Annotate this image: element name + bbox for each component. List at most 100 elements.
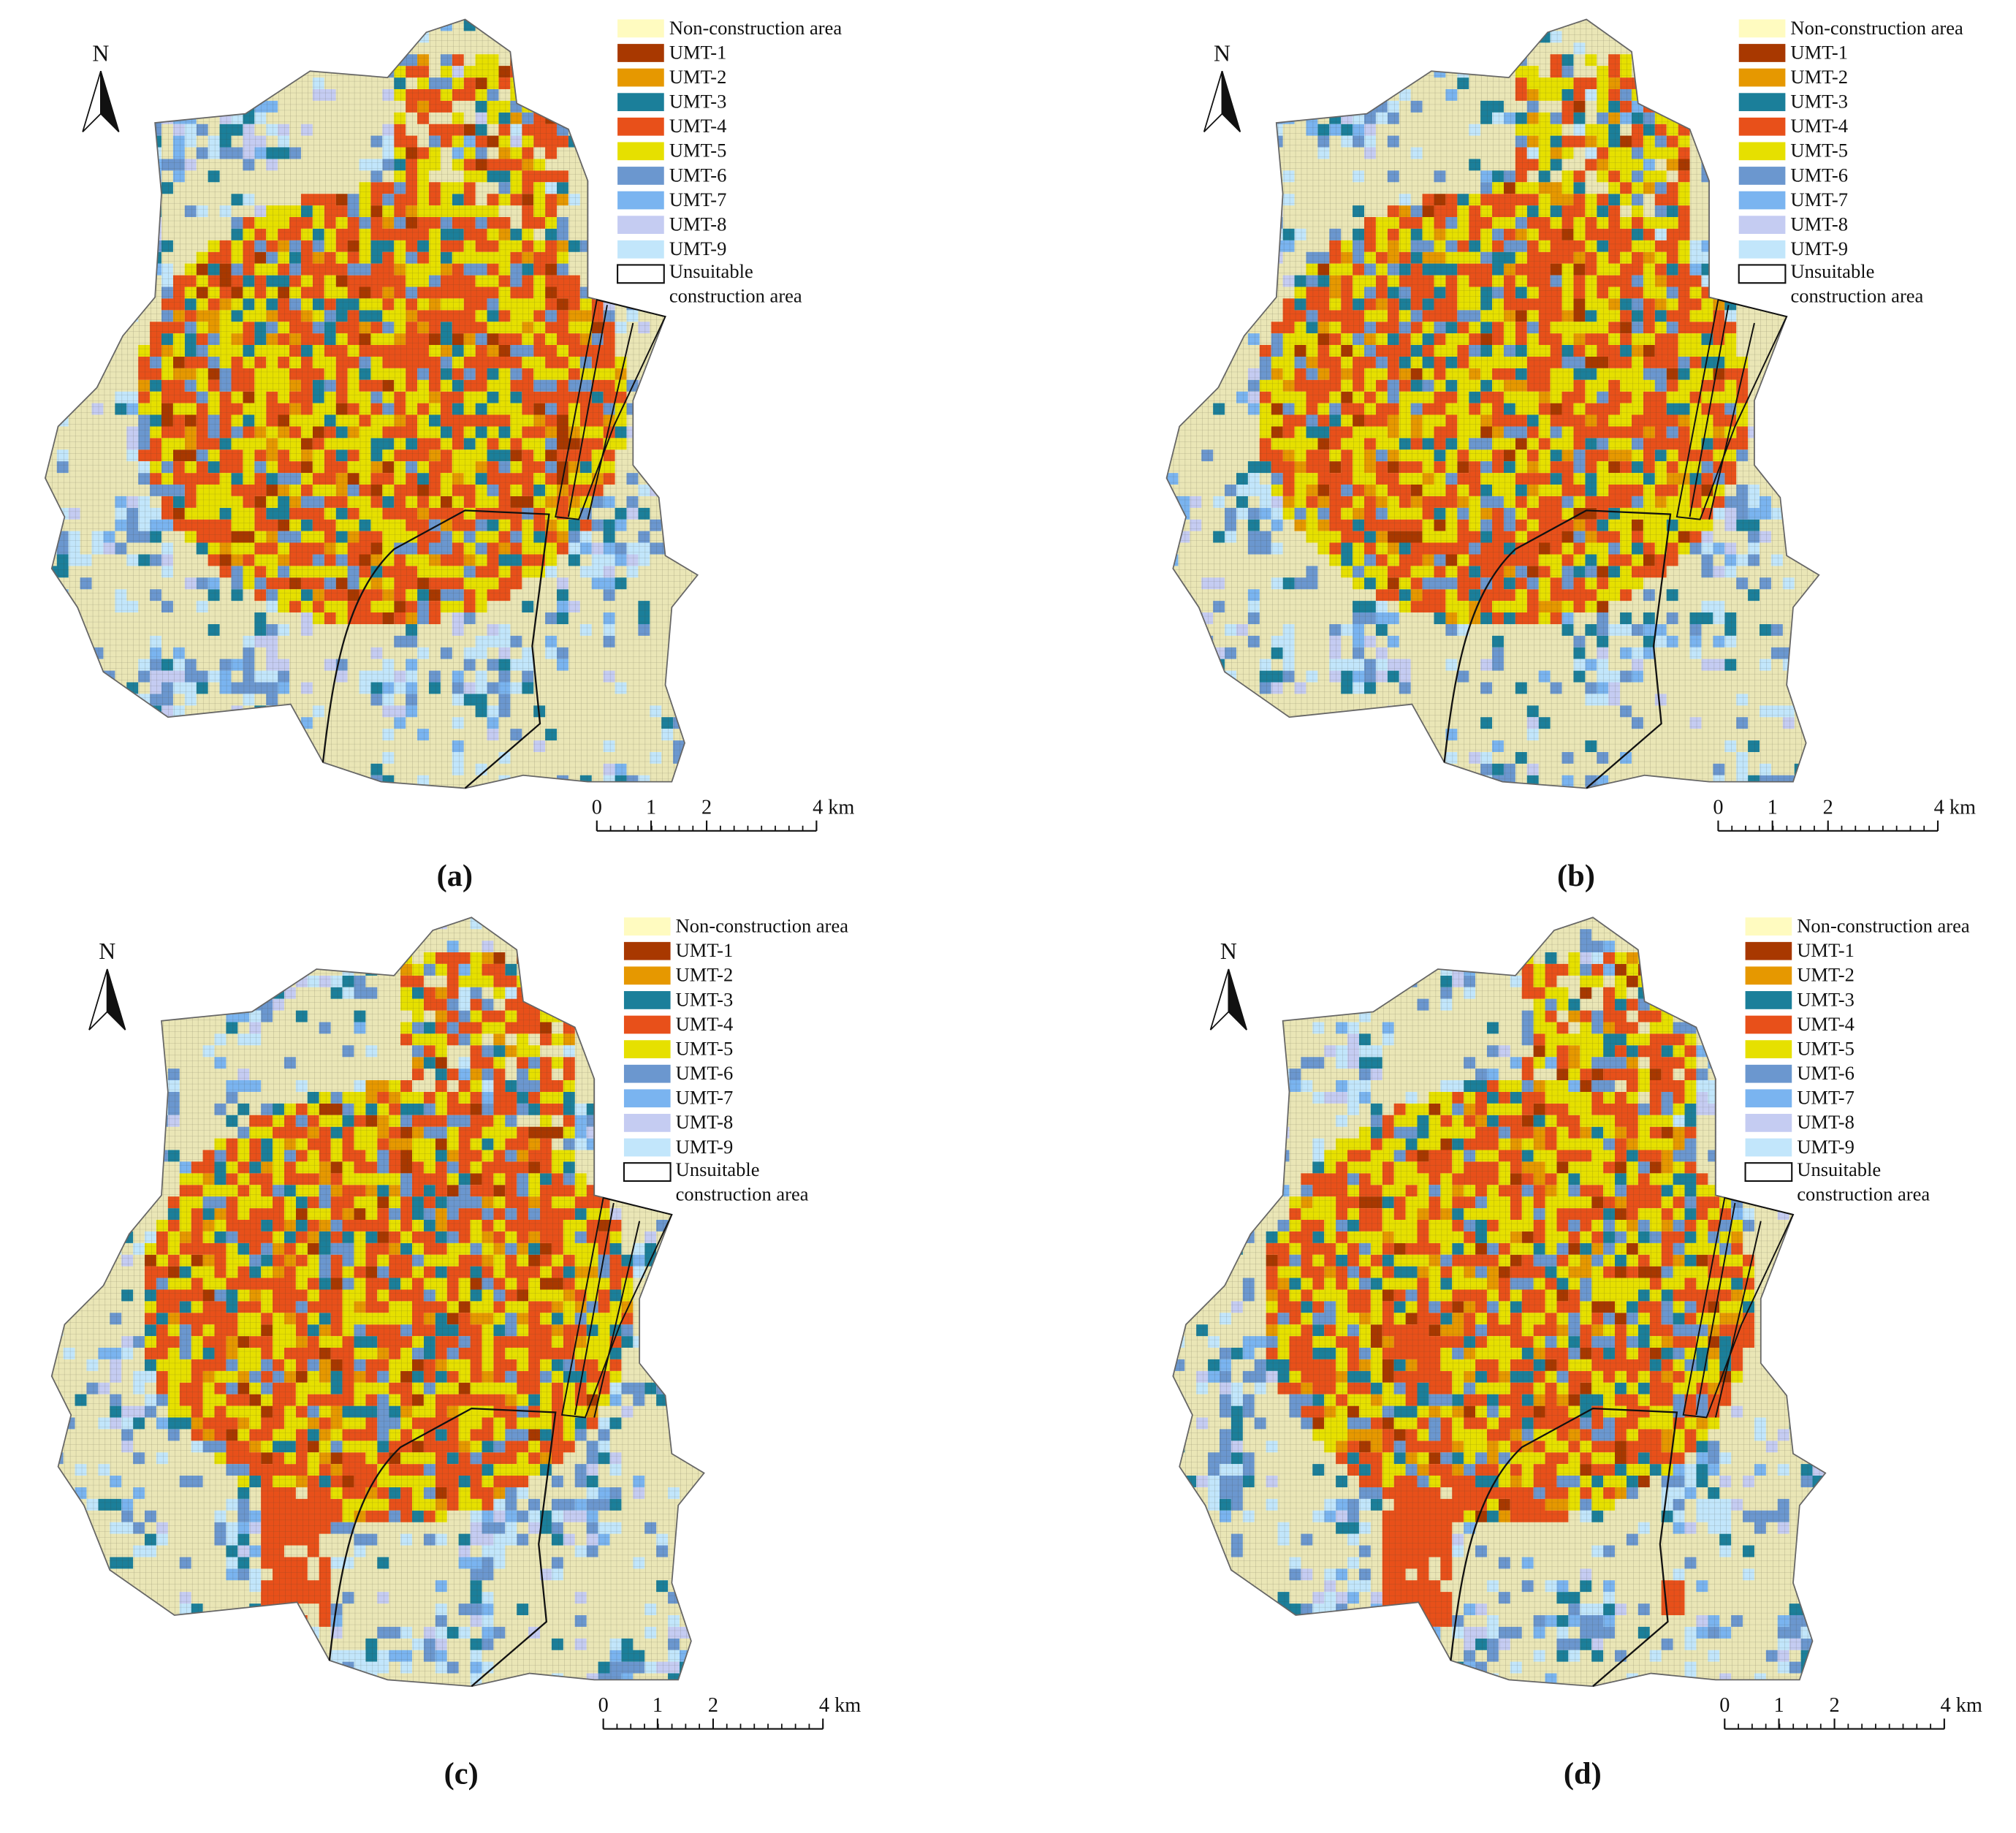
legend-swatch (1738, 19, 1786, 38)
legend-swatch (1738, 68, 1786, 87)
legend-swatch (623, 991, 671, 1009)
legend-swatch (617, 44, 664, 62)
legend-label: UMT-5 (1797, 1037, 1855, 1059)
map (1173, 917, 1826, 1687)
legend-label: UMT-9 (1790, 238, 1848, 259)
legend-swatch (623, 917, 671, 936)
legend-label: UMT-1 (676, 939, 734, 961)
north-arrow (1209, 968, 1230, 1031)
map-grid (1173, 917, 1826, 1687)
legend-swatch (1738, 44, 1786, 62)
legend-label: UMT-7 (1797, 1087, 1855, 1109)
legend-swatch (1745, 1114, 1792, 1132)
legend-label: UMT-3 (676, 988, 734, 1010)
unsuitable-area (328, 1407, 557, 1688)
map-outline (44, 18, 699, 789)
panel-caption: (b) (1557, 859, 1595, 893)
legend-swatch (1745, 966, 1792, 985)
legend-label: UMT-4 (669, 115, 727, 137)
legend-swatch (617, 19, 664, 38)
legend-swatch (617, 93, 664, 112)
legend-label: UMT-5 (669, 140, 727, 162)
legend-label: UMT-6 (669, 164, 727, 186)
legend-swatch (617, 117, 664, 136)
legend-swatch (1738, 264, 1787, 284)
legend-swatch (1738, 191, 1786, 210)
legend-label: UMT-6 (1797, 1062, 1855, 1084)
legend-label-box: Unsuitable construction area (675, 1160, 809, 1206)
legend-swatch (1745, 917, 1792, 936)
scale-label: 0 (592, 796, 602, 819)
legend-label: UMT-2 (669, 66, 727, 88)
legend-label: UMT-2 (1797, 964, 1855, 986)
map (45, 19, 698, 789)
legend-label: UMT-3 (669, 91, 727, 113)
legend-swatch (1738, 240, 1786, 259)
legend-swatch (1745, 1040, 1792, 1058)
legend-swatch (1745, 1089, 1792, 1108)
legend-label: Non-construction area (676, 915, 849, 937)
legend-label: UMT-2 (676, 964, 734, 986)
legend-label: UMT-3 (1797, 988, 1855, 1010)
map-grid (45, 19, 698, 789)
north-label: N (99, 938, 115, 964)
legend-label: Unsuitable construction area (1797, 1160, 1931, 1206)
scale-label: 1 (1773, 1694, 1784, 1717)
scale-label: 0 (1719, 1694, 1730, 1717)
legend-label: Non-construction area (1797, 915, 1970, 937)
legend-label-box: Unsuitable construction area (1790, 262, 1924, 308)
north-label: N (1214, 40, 1230, 66)
map-panel: Non-construction areaUMT-1UMT-2UMT-3UMT-… (1165, 17, 1976, 893)
legend-label: UMT-2 (1790, 66, 1848, 88)
legend-swatch (1738, 142, 1786, 161)
north-label: N (1220, 938, 1237, 964)
scale-label: 2 (708, 1694, 718, 1717)
map (1166, 19, 1819, 789)
legend-label: UMT-5 (676, 1037, 734, 1059)
scale-label: 2 (1829, 1694, 1839, 1717)
legend-label: UMT-8 (669, 213, 727, 235)
legend-label: Unsuitable construction area (675, 1160, 809, 1206)
unsuitable-area (555, 298, 666, 520)
scale-label: 1 (1768, 796, 1778, 819)
north-label: N (92, 40, 109, 66)
legend-label: UMT-9 (676, 1136, 734, 1158)
unsuitable-area (322, 509, 550, 789)
scale-label: 1 (646, 796, 656, 819)
north-arrow (106, 968, 126, 1031)
legend-swatch (1745, 941, 1792, 960)
legend-swatch (623, 1162, 672, 1183)
legend-label: UMT-9 (1797, 1136, 1855, 1158)
legend-swatch (1738, 93, 1786, 112)
legend-swatch (617, 264, 665, 284)
legend-swatch (1745, 1015, 1792, 1034)
legend-label: UMT-9 (669, 238, 727, 259)
scale-label: 4 km (819, 1694, 861, 1717)
map-outline (1165, 18, 1820, 789)
legend-label: UMT-8 (676, 1111, 734, 1133)
legend-swatch (623, 1064, 671, 1083)
legend-label: Non-construction area (669, 17, 842, 39)
legend-label: UMT-1 (1797, 939, 1855, 961)
legend-swatch (617, 240, 664, 259)
legend-swatch (617, 191, 664, 210)
legend-swatch (617, 167, 664, 185)
north-arrow (88, 968, 108, 1031)
legend-label: Unsuitable construction area (1790, 262, 1924, 308)
north-arrow (100, 70, 120, 132)
legend-swatch (623, 1114, 671, 1132)
legend-label-box: Unsuitable construction area (669, 262, 802, 308)
legend-label: Non-construction area (1790, 17, 1963, 39)
legend-swatch (623, 1089, 671, 1108)
legend-swatch (623, 941, 671, 960)
legend-swatch (1745, 1064, 1792, 1083)
legend-label: UMT-7 (1790, 189, 1848, 210)
legend-swatch (617, 216, 664, 235)
legend-swatch (1738, 117, 1786, 136)
legend-label: UMT-5 (1790, 140, 1848, 162)
legend-label: UMT-7 (676, 1087, 734, 1109)
scale-label: 4 km (813, 796, 854, 819)
legend-label: UMT-4 (1790, 115, 1848, 137)
